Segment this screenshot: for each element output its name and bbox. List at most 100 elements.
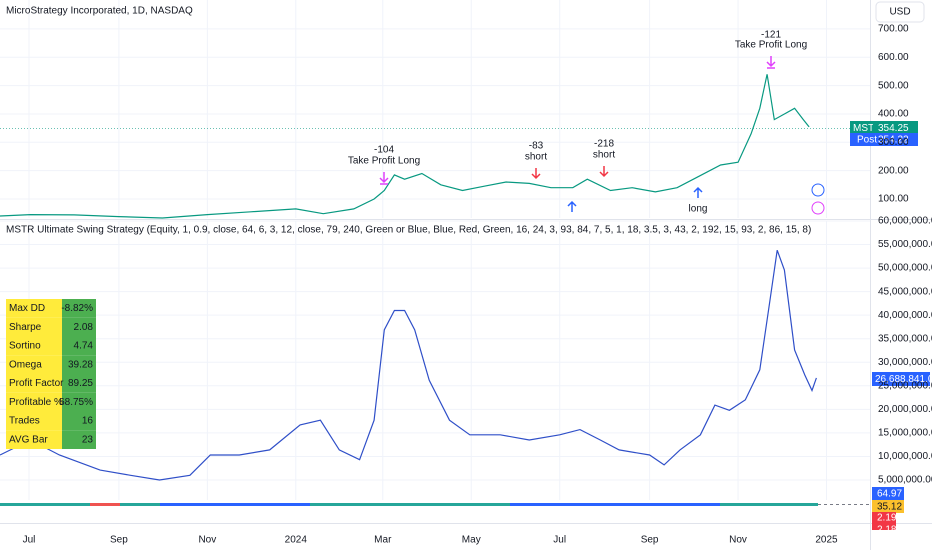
x-tick-label: Jul bbox=[23, 535, 36, 546]
table-label: AVG Bar bbox=[9, 434, 48, 445]
table-value: 4.74 bbox=[74, 341, 94, 352]
signal-strip bbox=[90, 503, 120, 506]
badge bbox=[872, 524, 896, 530]
y-tick-label: 50,000,000.00 bbox=[878, 263, 932, 274]
y-tick-label: 100.00 bbox=[878, 194, 909, 205]
y-tick-label: 30,000,000.00 bbox=[878, 357, 932, 368]
signal-strip bbox=[0, 503, 818, 506]
table-value: 2.08 bbox=[74, 322, 94, 333]
trade-label: short bbox=[593, 150, 615, 161]
trade-qty: -218 bbox=[594, 139, 614, 150]
y-tick-label: 45,000,000.00 bbox=[878, 286, 932, 297]
signal-strip bbox=[160, 503, 310, 506]
table-label-cell bbox=[6, 317, 62, 337]
badge-value: 64.97 bbox=[877, 489, 902, 500]
grid-layer bbox=[0, 0, 870, 500]
table-value-cell bbox=[62, 411, 96, 431]
badge bbox=[872, 512, 896, 524]
trade-arrow bbox=[766, 56, 776, 69]
table-label-cell bbox=[6, 355, 62, 374]
table-value: 39.28 bbox=[68, 359, 93, 370]
x-tick-label: Nov bbox=[198, 535, 216, 546]
table-value: 23 bbox=[82, 434, 94, 445]
badge bbox=[850, 121, 880, 135]
y-tick-label: 300.00 bbox=[878, 137, 909, 148]
trade-arrow bbox=[379, 172, 389, 185]
x-tick-label: 2025 bbox=[815, 535, 838, 546]
y-tick-label: 10,000,000.00 bbox=[878, 451, 932, 462]
trade-arrow bbox=[531, 168, 541, 180]
table-value-cell bbox=[62, 392, 96, 412]
y-tick-label: 15,000,000.00 bbox=[878, 428, 932, 439]
table-value: 89.25 bbox=[68, 378, 93, 389]
table-value: -8.82% bbox=[61, 303, 93, 314]
y-tick-label: 60,000,000.00 bbox=[878, 216, 932, 227]
currency-button[interactable] bbox=[875, 1, 925, 23]
event-icon[interactable] bbox=[811, 183, 825, 197]
table-value-cell bbox=[62, 299, 96, 318]
table-label: Omega bbox=[9, 359, 42, 370]
table-value-cell bbox=[62, 317, 96, 337]
y-tick-label: 55,000,000.00 bbox=[878, 239, 932, 250]
badge bbox=[872, 372, 930, 386]
trade-qty: -83 bbox=[529, 141, 544, 152]
symbol-title: MicroStrategy Incorporated, 1D, NASDAQ bbox=[6, 6, 193, 17]
trade-label: short bbox=[525, 152, 547, 163]
trade-label: Take Profit Long bbox=[735, 40, 807, 51]
trade-arrow bbox=[599, 166, 609, 178]
event-icon[interactable] bbox=[811, 201, 825, 215]
table-label: Max DD bbox=[9, 303, 45, 314]
trade-label: long bbox=[689, 204, 708, 215]
indicator-title: MSTR Ultimate Swing Strategy (Equity, 1,… bbox=[6, 225, 811, 236]
y-tick-label: 200.00 bbox=[878, 165, 909, 176]
stats-table: Max DD -8.82% Sharpe 2.08 Sortino 4.74 Omega 39… bbox=[6, 299, 96, 449]
table-label-cell bbox=[6, 392, 62, 412]
x-tick-label: Nov bbox=[729, 535, 747, 546]
trade-arrow bbox=[567, 200, 577, 212]
table-value-cell bbox=[62, 336, 96, 356]
y-tick-label: 5,000,000.00 bbox=[878, 475, 932, 486]
y-tick-label: 500.00 bbox=[878, 80, 909, 91]
y-tick-label: 400.00 bbox=[878, 109, 909, 120]
badge-value: 2.18 bbox=[877, 525, 897, 536]
badge-value: 26,688,841.00 bbox=[875, 374, 932, 385]
x-tick-label: Mar bbox=[374, 535, 392, 546]
x-tick-label: Sep bbox=[641, 535, 659, 546]
badge-value: 2.19 bbox=[877, 513, 897, 524]
table-value: 68.75% bbox=[59, 397, 93, 408]
table-value-cell bbox=[62, 430, 96, 449]
signal-strip bbox=[510, 503, 720, 506]
y-tick-label: 40,000,000.00 bbox=[878, 310, 932, 321]
table-label: Sharpe bbox=[9, 322, 42, 333]
badge-label: MSTR bbox=[853, 123, 881, 134]
trade-arrow bbox=[693, 186, 703, 198]
badge-value: 354.22 bbox=[878, 135, 909, 146]
y-tick-label: 25,000,000.00 bbox=[878, 380, 932, 391]
badge-value: 354.25 bbox=[878, 123, 909, 134]
series-line bbox=[0, 74, 810, 219]
currency-label[interactable]: USD bbox=[889, 7, 910, 18]
table-label-cell bbox=[6, 411, 62, 431]
plot-layer bbox=[0, 74, 817, 481]
x-tick-label: May bbox=[462, 535, 481, 546]
x-tick-label: 2024 bbox=[285, 535, 308, 546]
table-label: Trades bbox=[9, 416, 40, 427]
table-label: Sortino bbox=[9, 341, 41, 352]
series-line bbox=[0, 249, 817, 481]
y-tick-label: 700.00 bbox=[878, 24, 909, 35]
table-label: Profitable % bbox=[9, 397, 63, 408]
table-value-cell bbox=[62, 374, 96, 393]
table-label-cell bbox=[6, 430, 62, 449]
table-value-cell bbox=[62, 355, 96, 374]
badge bbox=[873, 121, 918, 135]
badge-value: 35.12 bbox=[877, 502, 902, 513]
table-label: Profit Factor bbox=[9, 378, 64, 389]
table-label-cell bbox=[6, 374, 62, 393]
trade-qty: -121 bbox=[761, 30, 781, 41]
x-tick-label: Sep bbox=[110, 535, 128, 546]
x-tick-label: Jul bbox=[553, 535, 566, 546]
table-label-cell bbox=[6, 299, 62, 318]
y-tick-label: 35,000,000.00 bbox=[878, 333, 932, 344]
trade-qty: -104 bbox=[374, 145, 394, 156]
